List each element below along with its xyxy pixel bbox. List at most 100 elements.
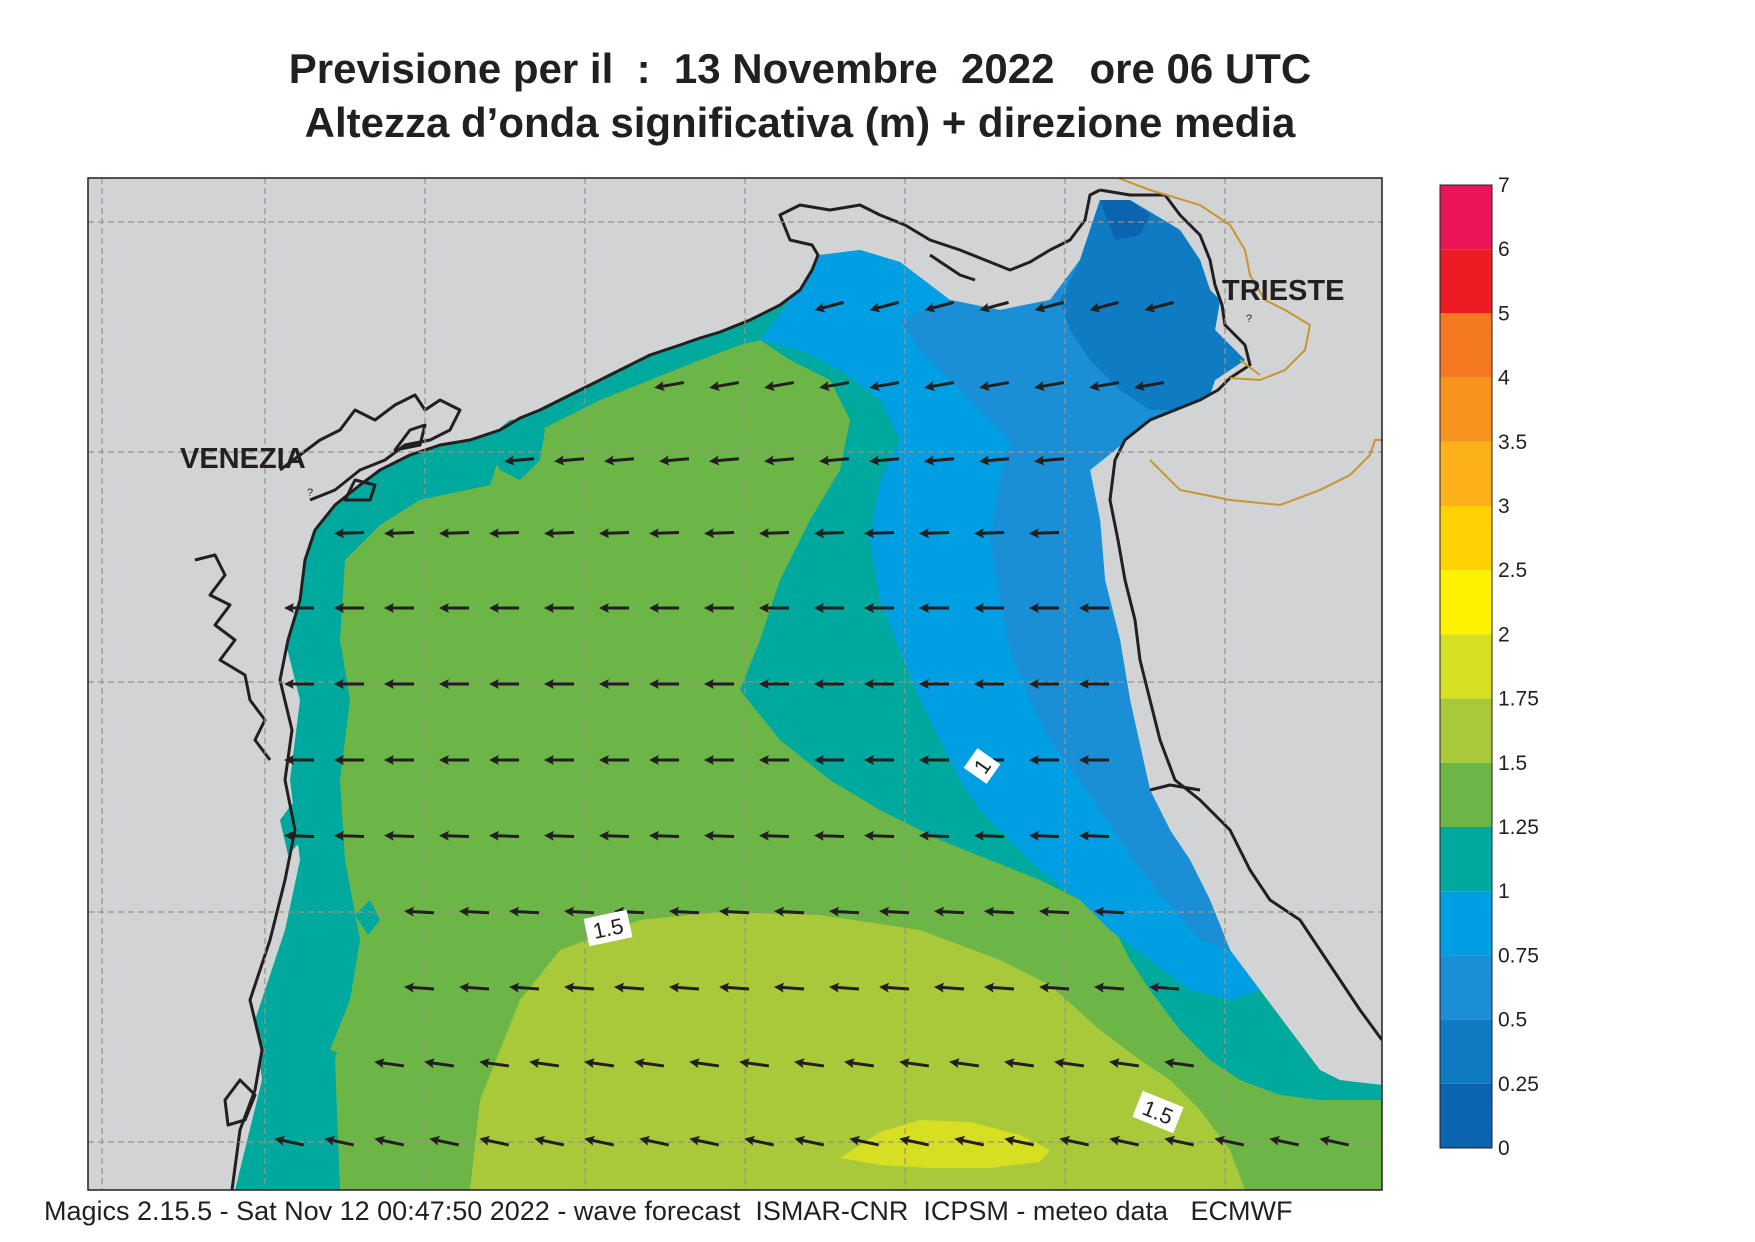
wave-arrow <box>739 1058 770 1069</box>
legend-swatch <box>1440 570 1492 635</box>
wave-arrow <box>974 603 1004 613</box>
wave-arrow <box>844 1058 875 1069</box>
wave-arrow <box>669 982 700 993</box>
wave-arrow <box>599 830 630 841</box>
wave-arrow <box>979 300 1009 313</box>
wave-arrow <box>704 603 734 613</box>
wave-arrow <box>924 300 954 313</box>
wave-arrow <box>489 679 519 689</box>
wave-arrow <box>1094 906 1125 917</box>
wave-arrow <box>544 528 575 539</box>
wave-arrow <box>1319 1135 1350 1147</box>
legend-swatch <box>1440 185 1492 250</box>
wave-arrow <box>649 755 679 765</box>
national-border <box>1117 178 1382 507</box>
wave-arrow <box>284 679 314 689</box>
legend-label: 2 <box>1498 623 1510 646</box>
wave-arrow <box>899 1135 930 1147</box>
wave-arrow <box>814 679 844 689</box>
legend-label: 1.5 <box>1498 752 1527 775</box>
wave-arrow <box>509 982 540 993</box>
istria-croatia-land <box>1110 178 1382 1040</box>
wave-arrow <box>869 381 900 391</box>
wave-arrow <box>384 603 414 613</box>
lagoon-patch <box>280 800 302 855</box>
wave-arrow <box>864 830 895 841</box>
wave-arrow <box>864 755 894 765</box>
wave-arrow <box>984 906 1015 917</box>
legend-label: 3.5 <box>1498 431 1527 454</box>
wave-arrow <box>544 755 574 765</box>
wave-arrow <box>374 1058 405 1069</box>
wave-arrow <box>759 603 789 613</box>
wave-arrow <box>1039 906 1070 917</box>
trieste-marker: ? <box>1246 313 1252 325</box>
wave-arrow <box>529 1058 560 1069</box>
wave-arrow <box>334 603 364 613</box>
wave-arrow <box>439 528 470 539</box>
contour-label-1.5: 1.5 <box>583 909 633 947</box>
wave-arrow <box>919 528 950 539</box>
sea-band-0-0.25 <box>1100 200 1150 240</box>
legend-swatch <box>1440 377 1492 442</box>
sea-band-1.5-1.75 <box>470 912 1245 1190</box>
legend-swatch <box>1440 891 1492 956</box>
wave-arrow <box>719 982 750 993</box>
legend-label: 4 <box>1498 367 1510 390</box>
wave-arrow <box>1214 1135 1245 1147</box>
venezia-marker: ? <box>307 487 313 499</box>
lagoon-patch <box>330 1000 372 1060</box>
lagoon-coastline <box>343 478 377 502</box>
wave-arrow <box>709 381 740 391</box>
lagoon-patch <box>490 418 545 480</box>
wave-arrow <box>1094 982 1125 993</box>
wave-arrow <box>704 755 734 765</box>
wave-arrow <box>1029 830 1060 841</box>
legend-label: 0.5 <box>1498 1009 1527 1032</box>
legend-swatch <box>1440 441 1492 506</box>
wave-arrow <box>829 982 860 993</box>
wave-arrow <box>1144 300 1174 313</box>
legend-label: 7 <box>1498 174 1510 197</box>
wave-arrow <box>659 455 690 466</box>
wave-arrow <box>544 830 575 841</box>
wave-arrow <box>429 1135 460 1147</box>
wave-arrow <box>534 1135 565 1147</box>
forecast-date-title: Previsione per il : 13 Novembre 2022 ore… <box>288 45 1312 92</box>
legend-swatch <box>1440 1019 1492 1084</box>
wave-direction-arrows <box>274 300 1350 1147</box>
landmasses <box>88 178 1382 1190</box>
wave-arrow <box>439 755 469 765</box>
legend-swatch <box>1440 698 1492 763</box>
wave-arrow <box>1079 830 1110 841</box>
wave-arrow <box>489 528 520 539</box>
wave-arrow <box>284 755 314 765</box>
wave-arrow <box>744 1135 775 1147</box>
wave-arrow <box>1089 300 1119 313</box>
wave-arrow <box>1034 455 1065 466</box>
wave-arrow <box>599 603 629 613</box>
wave-arrow <box>774 982 805 993</box>
wave-arrow <box>759 830 790 841</box>
wave-arrow <box>584 1058 615 1069</box>
wave-arrow <box>599 755 629 765</box>
wave-arrow <box>634 1058 665 1069</box>
variable-title: Altezza d’onda significativa (m) + direz… <box>304 99 1296 146</box>
wave-arrow <box>1079 755 1109 765</box>
legend-label: 0.75 <box>1498 944 1539 967</box>
venice-coast-land <box>88 178 1110 1190</box>
wave-arrow <box>974 830 1005 841</box>
wave-arrow <box>979 381 1010 391</box>
wave-arrow <box>704 830 735 841</box>
gulf-coastline <box>929 253 976 282</box>
title-block: Previsione per il : 13 Novembre 2022 ore… <box>0 42 1600 150</box>
wave-arrow <box>864 603 894 613</box>
svg-text:1.5: 1.5 <box>591 913 626 944</box>
color-legend: 7 6 5 4 3.5 3 2.5 2 1.75 1.5 1.25 1 0.75 0.5 0.25 0 <box>1439 174 1539 1160</box>
legend-swatch <box>1440 634 1492 699</box>
eastern-coastline <box>1099 188 1382 1041</box>
wave-arrow <box>544 679 574 689</box>
wave-arrow <box>924 455 955 466</box>
wave-arrow <box>604 455 635 466</box>
footer-credits: Magics 2.15.5 - Sat Nov 12 00:47:50 2022… <box>44 1196 1293 1226</box>
